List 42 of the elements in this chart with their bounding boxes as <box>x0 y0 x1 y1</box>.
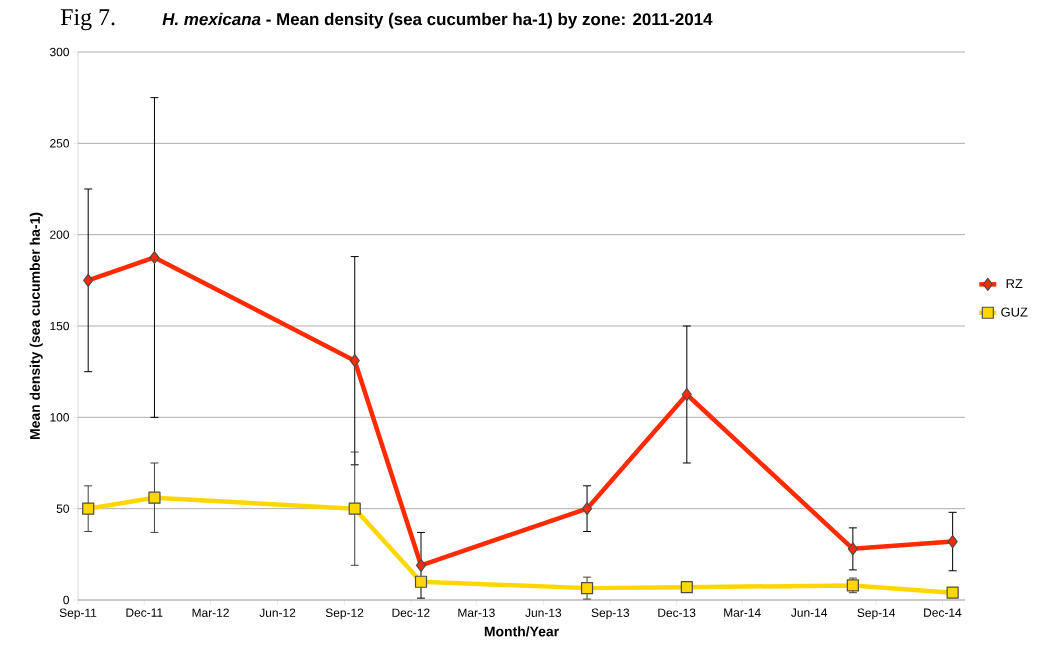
point <box>947 534 958 549</box>
x-tick-label: Mar-13 <box>458 608 495 617</box>
point <box>415 558 427 572</box>
x-tick-label: Mar-12 <box>192 608 229 617</box>
point <box>580 582 594 595</box>
y-tick-label: 0 <box>63 595 70 605</box>
legend-label: GUZ <box>1001 307 1028 317</box>
x-tick-label: Jun-12 <box>259 608 296 617</box>
x-tick-label: Dec-13 <box>658 608 696 617</box>
point <box>681 387 692 402</box>
x-axis-title: Month/Year <box>484 626 559 637</box>
y-tick-label: 300 <box>49 47 70 57</box>
point <box>83 273 94 287</box>
x-tick-label: Dec-12 <box>392 608 430 617</box>
point <box>581 502 593 516</box>
x-tick-label: Sep-12 <box>325 608 364 620</box>
x-tick-label: Sep-14 <box>857 608 896 620</box>
point <box>149 250 160 265</box>
x-tick-label: Jun-13 <box>525 608 562 617</box>
x-tick-label: Dec-14 <box>924 608 962 617</box>
y-axis-title: Mean density (sea cucumber ha-1) <box>29 212 43 439</box>
x-tick-label: Dec-11 <box>126 608 163 617</box>
point <box>348 502 361 515</box>
x-tick-label: Mar-14 <box>724 608 761 617</box>
y-tick-label: 250 <box>50 139 70 148</box>
y-tick-label: 150 <box>50 321 70 331</box>
point <box>349 354 360 368</box>
y-tick-label: 50 <box>56 504 70 513</box>
x-tick-label: Jun-14 <box>791 608 828 617</box>
point <box>680 581 693 594</box>
point <box>148 491 161 504</box>
point <box>414 575 428 588</box>
x-tick-label: Sep-13 <box>591 608 630 620</box>
legend-label: RZ <box>1006 279 1023 289</box>
y-tick-label: 200 <box>50 230 70 239</box>
y-tick-label: 100 <box>50 413 70 422</box>
point <box>847 542 858 556</box>
point <box>946 586 959 599</box>
chart-title: Fig 7. <box>60 9 115 31</box>
chart-subtitle: H. mexicana - Mean density (sea cucumber ha-1) by zone: 2011-2014 <box>162 12 713 29</box>
point <box>82 502 95 515</box>
x-tick-label: Sep-11 <box>59 608 97 620</box>
